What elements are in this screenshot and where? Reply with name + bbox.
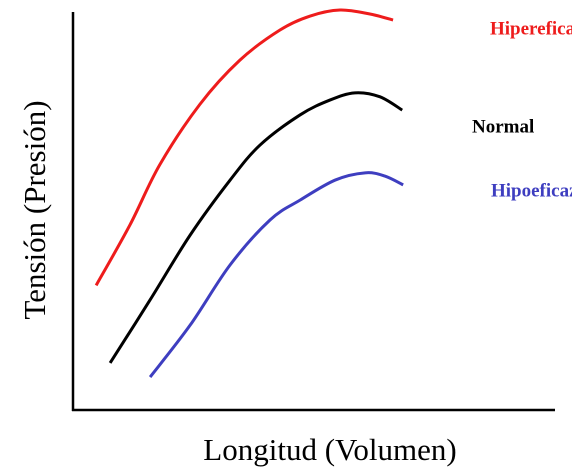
line bbox=[94, 8, 394, 287]
line bbox=[108, 91, 404, 364]
line bbox=[148, 171, 404, 378]
legend-label: Hipereficaz bbox=[490, 18, 572, 39]
legend-label: Hipoeficaz bbox=[491, 180, 572, 201]
x-axis-label: Longitud (Volumen) bbox=[203, 432, 456, 467]
y-axis-label: Tensión (Presión) bbox=[17, 100, 52, 319]
legend-label: Normal bbox=[472, 116, 534, 137]
